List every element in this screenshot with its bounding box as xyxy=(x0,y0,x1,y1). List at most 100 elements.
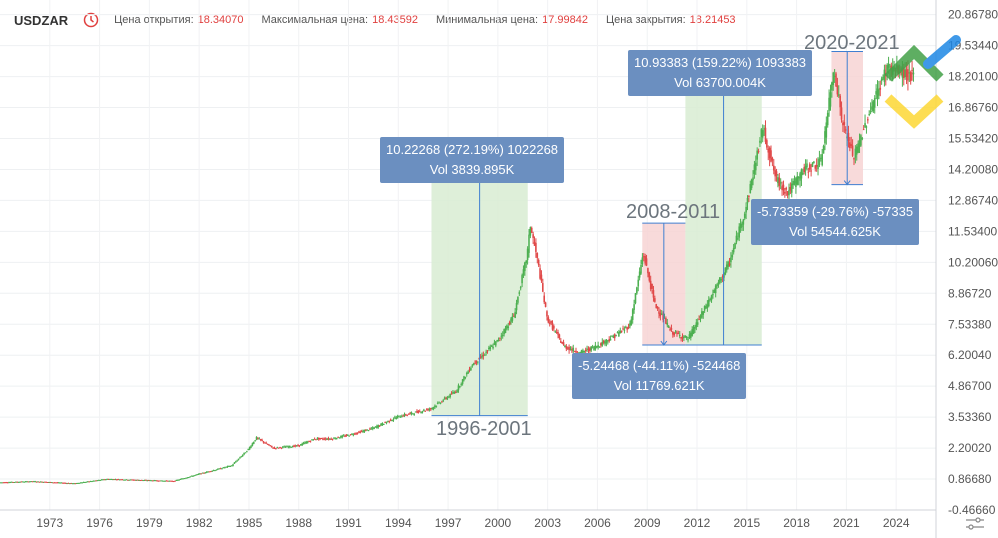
y-tick-label: 18.20100 xyxy=(948,70,998,84)
candle-body xyxy=(146,480,149,482)
candle-body xyxy=(864,123,866,128)
settings-sliders-icon[interactable] xyxy=(964,516,986,532)
candle-body xyxy=(442,400,445,402)
candle-body xyxy=(9,482,12,484)
candle-body xyxy=(414,411,417,413)
candle-body xyxy=(34,481,37,483)
candle-body xyxy=(283,446,286,448)
y-tick-label: -0.46660 xyxy=(948,503,996,517)
candle-body xyxy=(396,416,399,419)
candle-body xyxy=(425,409,428,411)
candle-body xyxy=(724,267,727,275)
candle-body xyxy=(113,479,115,481)
candle-body xyxy=(131,479,133,481)
candle-body xyxy=(557,332,559,335)
candle-body xyxy=(217,468,219,470)
candle-body xyxy=(702,311,705,315)
candle-body xyxy=(759,140,761,143)
candle-body xyxy=(459,386,461,388)
candle-body xyxy=(872,101,875,112)
candle-body xyxy=(637,279,640,287)
candle-body xyxy=(904,69,906,78)
candle-body xyxy=(727,261,729,267)
candle-body xyxy=(665,318,667,324)
candle-body xyxy=(399,416,402,418)
candle-body xyxy=(93,480,96,482)
candle-body xyxy=(778,177,781,186)
candle-body xyxy=(163,480,165,482)
candle-body xyxy=(154,480,157,482)
candle-body xyxy=(49,482,52,484)
candle-body xyxy=(651,283,653,289)
candle-body xyxy=(178,479,180,481)
candle-body xyxy=(135,479,138,481)
clock-icon[interactable] xyxy=(82,11,100,29)
candle-body xyxy=(243,452,245,455)
candle-body xyxy=(810,170,812,172)
candle-body xyxy=(488,347,490,349)
period-label-2008-2011: 2008-2011 xyxy=(626,201,721,223)
candle-body xyxy=(164,480,167,482)
candle-body xyxy=(706,304,709,309)
candle-body xyxy=(734,242,736,249)
x-axis[interactable]: 1973 1976 1979 1982 1985 1988 1991 1994 1997 2000… xyxy=(0,509,936,530)
y-axis[interactable]: 20.8678019.5344018.2010016.8676015.53420… xyxy=(935,0,998,538)
candle-body xyxy=(742,219,745,225)
measure-change: 10.93383 (159.22%) 1093383 xyxy=(634,55,807,70)
candle-body xyxy=(284,446,287,448)
candle-body xyxy=(821,154,823,166)
candle-body xyxy=(196,474,198,476)
candle-body xyxy=(254,440,256,442)
candle-body xyxy=(594,345,597,350)
candle-body xyxy=(529,227,532,236)
candle-body xyxy=(593,347,595,350)
candle-body xyxy=(638,271,641,278)
candle-body xyxy=(701,311,703,318)
symbol-label[interactable]: USDZAR xyxy=(14,12,69,28)
candle-body xyxy=(575,350,577,353)
candle-body xyxy=(428,409,431,411)
candle-body xyxy=(439,402,442,404)
candle-body xyxy=(553,326,555,329)
candle-body xyxy=(799,173,801,181)
candle-body xyxy=(85,481,88,483)
candle-body xyxy=(655,304,658,308)
candle-body xyxy=(652,290,655,298)
candle-body xyxy=(438,402,440,404)
candle-body xyxy=(31,481,34,483)
candle-body xyxy=(826,112,829,126)
candle-body xyxy=(306,441,309,443)
x-tick-label: 2012 xyxy=(684,516,711,530)
candle-body xyxy=(452,392,454,394)
measure-box-1996-2001[interactable]: 10.22268 (272.19%) 1022268 Vol 3839.895K xyxy=(380,137,565,183)
measure-box-2020-2021[interactable]: -5.73359 (-29.76%) -57335 Vol 54544.625K xyxy=(751,199,920,245)
candle-body xyxy=(308,441,310,443)
candle-body xyxy=(46,481,49,483)
candle-body xyxy=(504,328,507,334)
candle-body xyxy=(829,92,832,107)
candle-body xyxy=(355,433,357,435)
candle-body xyxy=(55,482,57,484)
candle-body xyxy=(248,447,251,450)
measure-box-2011-2016[interactable]: 10.93383 (159.22%) 1093383 Vol 63700.004… xyxy=(628,50,813,96)
candle-body xyxy=(616,332,619,334)
candle-body xyxy=(659,313,662,317)
candle-body xyxy=(169,480,172,482)
candle-body xyxy=(532,234,534,238)
candle-body xyxy=(777,177,779,184)
y-tick-label: 6.20040 xyxy=(948,348,992,362)
watermark-logo xyxy=(884,35,961,129)
candle-body xyxy=(774,170,776,177)
candle-body xyxy=(461,379,464,384)
measure-box-2008-2011[interactable]: -5.24468 (-44.11%) -524468 Vol 11769.621… xyxy=(572,353,747,399)
candle-body xyxy=(143,480,146,482)
candle-body xyxy=(340,436,342,438)
candle-body xyxy=(73,483,75,485)
candle-body xyxy=(844,129,847,131)
candle-body xyxy=(304,442,306,444)
candle-body xyxy=(208,471,211,473)
candle-body xyxy=(767,148,770,153)
candle-body xyxy=(590,346,593,351)
candle-body xyxy=(280,447,283,449)
